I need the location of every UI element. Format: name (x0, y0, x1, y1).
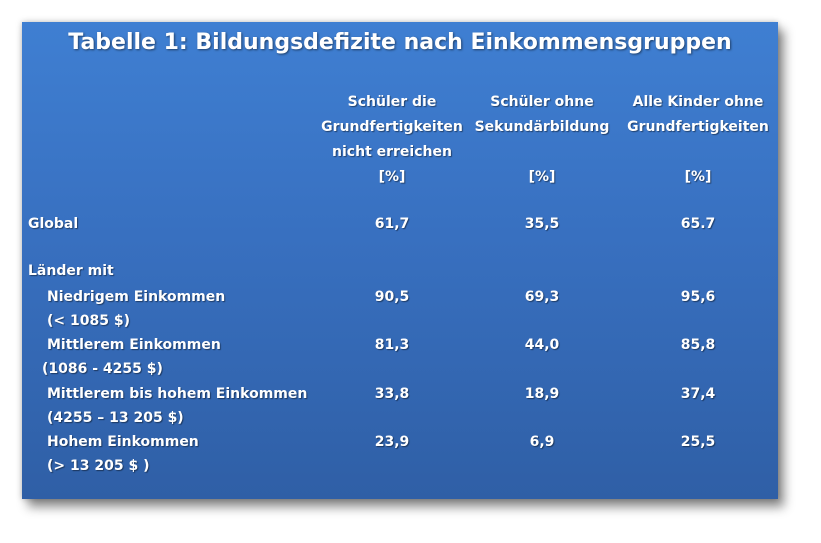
column-header-2: Schüler ohne Sekundärbildung [%] (472, 90, 612, 190)
column-header-1-line-1: Schüler die (347, 94, 437, 110)
column-header-3-line-1: Alle Kinder ohne (632, 94, 764, 110)
cell-global-col1: 61,7 (374, 216, 410, 232)
cell-mittel-hoch-col1: 33,8 (374, 386, 410, 402)
cell-niedrig-col2: 69,3 (524, 289, 560, 305)
cell-mittel-col2: 44,0 (524, 337, 560, 353)
column-header-2-line-2: Sekundärbildung (474, 119, 610, 135)
cell-hoch-col1: 23,9 (374, 434, 410, 450)
row-label-niedrig: Niedrigem Einkommen (47, 289, 226, 305)
row-sublabel-niedrig: (< 1085 $) (47, 313, 130, 329)
cell-niedrig-col1: 90,5 (374, 289, 410, 305)
column-header-1: Schüler die Grundfertigkeiten nicht erre… (312, 90, 472, 190)
cell-hoch-col3: 25,5 (680, 434, 716, 450)
column-header-1-line-3: nicht erreichen (332, 144, 452, 160)
cell-mittel-hoch-col2: 18,9 (524, 386, 560, 402)
column-header-3-line-2: Grundfertigkeiten (627, 119, 769, 135)
row-sublabel-hoch: (> 13 205 $ ) (47, 458, 150, 474)
row-label-global: Global (28, 216, 79, 232)
cell-mittel-col1: 81,3 (374, 337, 410, 353)
row-sublabel-mittel-hoch: (4255 – 13 205 $) (47, 410, 184, 426)
cell-global-col3: 65.7 (680, 216, 716, 232)
cell-niedrig-col3: 95,6 (680, 289, 716, 305)
cell-mittel-hoch-col3: 37,4 (680, 386, 716, 402)
column-header-1-unit: [%] (378, 169, 406, 185)
row-label-hoch: Hohem Einkommen (47, 434, 199, 450)
row-label-mittel-hoch: Mittlerem bis hohem Einkommen (47, 386, 308, 402)
column-header-3: Alle Kinder ohne Grundfertigkeiten [%] (620, 90, 776, 190)
table-title: Tabelle 1: Bildungsdefizite nach Einkomm… (68, 30, 732, 55)
group-label: Länder mit (28, 263, 114, 279)
cell-hoch-col2: 6,9 (529, 434, 555, 450)
column-header-2-unit: [%] (528, 169, 556, 185)
row-label-mittel: Mittlerem Einkommen (47, 337, 221, 353)
column-header-1-line-2: Grundfertigkeiten (321, 119, 463, 135)
cell-global-col2: 35,5 (524, 216, 560, 232)
row-sublabel-mittel: (1086 - 4255 $) (42, 361, 163, 377)
table-panel: Tabelle 1: Bildungsdefizite nach Einkomm… (22, 22, 778, 499)
column-header-3-unit: [%] (684, 169, 712, 185)
column-header-2-line-1: Schüler ohne (490, 94, 594, 110)
cell-mittel-col3: 85,8 (680, 337, 716, 353)
